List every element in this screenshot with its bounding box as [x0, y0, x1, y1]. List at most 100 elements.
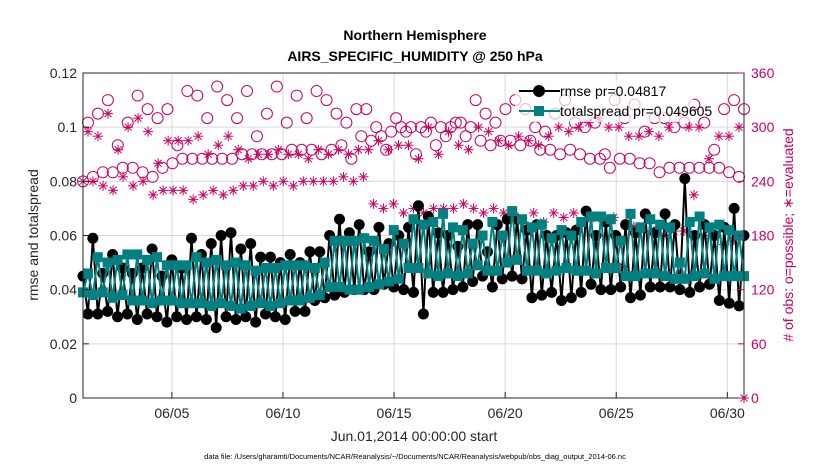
- rmse-point: [245, 238, 257, 250]
- totalspread-point: [334, 281, 345, 292]
- obs-evaluated-point: [233, 144, 244, 155]
- obs-possible-point: [231, 112, 244, 125]
- totalspread-point: [191, 252, 202, 263]
- totalspread-point: [290, 260, 301, 271]
- obs-evaluated-point: [378, 203, 389, 214]
- obs-evaluated-point: [568, 207, 579, 218]
- rmse-point: [215, 230, 227, 241]
- asterisk-stroke: [234, 145, 243, 154]
- rmse-point: [329, 289, 341, 301]
- rmse-point: [235, 243, 247, 255]
- rmse-point: [334, 213, 346, 225]
- obs-evaluated-point: [158, 185, 169, 196]
- asterisk-stroke: [459, 200, 468, 208]
- rmse-point: [304, 246, 316, 258]
- asterisk-stroke: [464, 145, 473, 154]
- asterisk-stroke: [274, 145, 283, 154]
- obs-evaluated-point: [218, 189, 229, 200]
- asterisk-stroke: [404, 141, 413, 150]
- rmse-point: [131, 313, 143, 325]
- obs-evaluated-point: [238, 180, 249, 191]
- totalspread-point: [438, 208, 449, 219]
- obs-evaluated-point: [368, 198, 379, 209]
- asterisk-stroke: [219, 191, 228, 199]
- obs-evaluated-point: [398, 207, 409, 218]
- obs-possible-point: [554, 148, 567, 161]
- obs-possible-point: [474, 134, 487, 147]
- obs-evaluated-point: [223, 131, 234, 142]
- obs-evaluated-point: [383, 144, 394, 155]
- obs-evaluated-point: [348, 176, 359, 187]
- asterisk-stroke: [379, 204, 388, 213]
- totalspread-point: [645, 214, 656, 225]
- obs-possible-point: [484, 139, 497, 152]
- asterisk-stroke: [604, 123, 613, 132]
- obs-possible-point: [713, 161, 726, 174]
- totalspread-point: [408, 214, 419, 225]
- obs-evaluated-point: [113, 144, 124, 155]
- totalspread-point: [660, 271, 671, 282]
- totalspread-point: [610, 263, 621, 273]
- obs-possible-point: [101, 94, 114, 107]
- obs-possible-point: [290, 89, 303, 102]
- totalspread-point: [595, 211, 606, 222]
- obs-evaluated-point: [153, 158, 164, 169]
- totalspread-point: [398, 238, 409, 249]
- x-tick-label: 06/05: [154, 405, 189, 421]
- totalspread-point: [620, 271, 631, 282]
- obs-evaluated-point: [483, 126, 494, 137]
- totalspread-point: [615, 235, 626, 246]
- asterisk-stroke: [444, 127, 453, 136]
- rmse-point: [279, 313, 291, 325]
- asterisk-stroke: [89, 177, 97, 186]
- obs-evaluated-point: [653, 131, 664, 142]
- y-axis-left-label: rmse and totalspread: [25, 169, 41, 301]
- obs-possible-point: [206, 152, 219, 165]
- totalspread-point: [650, 268, 661, 279]
- rmse-point: [733, 300, 745, 312]
- obs-possible-point: [583, 152, 596, 165]
- asterisk-stroke: [259, 177, 268, 186]
- line-series: [77, 173, 750, 334]
- rmse-point: [230, 313, 242, 325]
- obs-possible-point: [201, 112, 214, 125]
- rmse-point: [679, 173, 691, 185]
- rmse-point: [289, 305, 301, 317]
- y-tick-label-right: 120: [751, 282, 775, 298]
- totalspread-point: [561, 263, 572, 273]
- totalspread-point: [566, 230, 577, 241]
- legend-spread-marker: [534, 106, 544, 116]
- obs-possible-point: [663, 161, 676, 174]
- totalspread-point: [364, 281, 375, 292]
- obs-possible-point: [603, 161, 616, 174]
- obs-evaluated-point: [193, 131, 204, 142]
- obs-possible-point: [499, 103, 512, 116]
- obs-possible-point: [176, 152, 189, 165]
- totalspread-point: [472, 260, 483, 271]
- totalspread-point: [117, 290, 128, 301]
- asterisk-stroke: [384, 145, 393, 154]
- asterisk-stroke: [479, 209, 488, 217]
- rmse-point: [644, 281, 656, 293]
- totalspread-point: [487, 216, 498, 227]
- totalspread-point: [216, 298, 227, 309]
- asterisk-stroke: [134, 114, 142, 122]
- rmse-point: [659, 208, 671, 220]
- asterisk-stroke: [534, 141, 543, 150]
- asterisk-stroke: [154, 159, 162, 168]
- obs-evaluated-point: [448, 203, 459, 214]
- totalspread-point: [635, 222, 646, 233]
- obs-evaluated-point: [243, 153, 254, 164]
- rmse-point: [264, 251, 276, 263]
- asterisk-stroke: [374, 136, 383, 145]
- asterisk-stroke: [104, 109, 112, 118]
- asterisk-stroke: [499, 209, 508, 217]
- obs-possible-point: [454, 116, 467, 129]
- asterisk-stroke: [244, 154, 253, 163]
- legend-spread-label: totalspread pr=0.049605: [560, 103, 712, 119]
- totalspread-point: [640, 268, 651, 279]
- obs-possible-point: [439, 130, 452, 143]
- obs-evaluated-point: [693, 122, 704, 133]
- totalspread-point: [102, 257, 113, 268]
- obs-evaluated-point: [548, 207, 559, 218]
